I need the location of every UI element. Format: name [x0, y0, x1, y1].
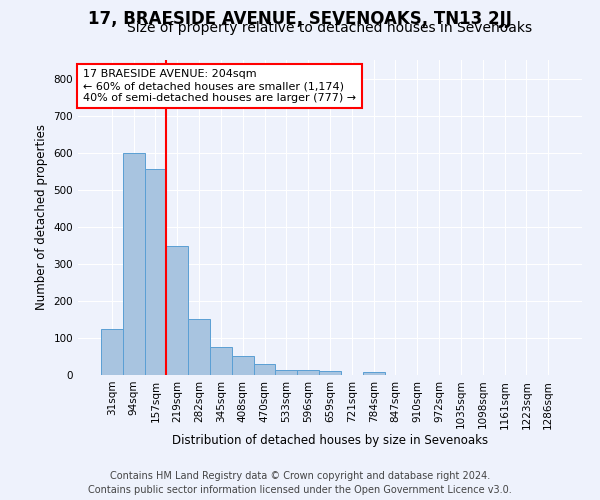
Bar — [166, 246, 188, 375]
Bar — [275, 370, 297, 375]
Title: Size of property relative to detached houses in Sevenoaks: Size of property relative to detached ho… — [127, 21, 533, 35]
Text: Contains HM Land Registry data © Crown copyright and database right 2024.
Contai: Contains HM Land Registry data © Crown c… — [88, 471, 512, 495]
Bar — [123, 152, 145, 375]
Bar — [319, 372, 341, 375]
Bar — [297, 370, 319, 375]
Y-axis label: Number of detached properties: Number of detached properties — [35, 124, 48, 310]
Bar — [145, 170, 166, 375]
Bar — [210, 347, 232, 375]
Text: 17, BRAESIDE AVENUE, SEVENOAKS, TN13 2JJ: 17, BRAESIDE AVENUE, SEVENOAKS, TN13 2JJ — [88, 10, 512, 28]
X-axis label: Distribution of detached houses by size in Sevenoaks: Distribution of detached houses by size … — [172, 434, 488, 447]
Bar — [101, 328, 123, 375]
Text: 17 BRAESIDE AVENUE: 204sqm
← 60% of detached houses are smaller (1,174)
40% of s: 17 BRAESIDE AVENUE: 204sqm ← 60% of deta… — [83, 70, 356, 102]
Bar — [232, 356, 254, 375]
Bar — [363, 372, 385, 375]
Bar — [188, 320, 210, 375]
Bar — [254, 364, 275, 375]
